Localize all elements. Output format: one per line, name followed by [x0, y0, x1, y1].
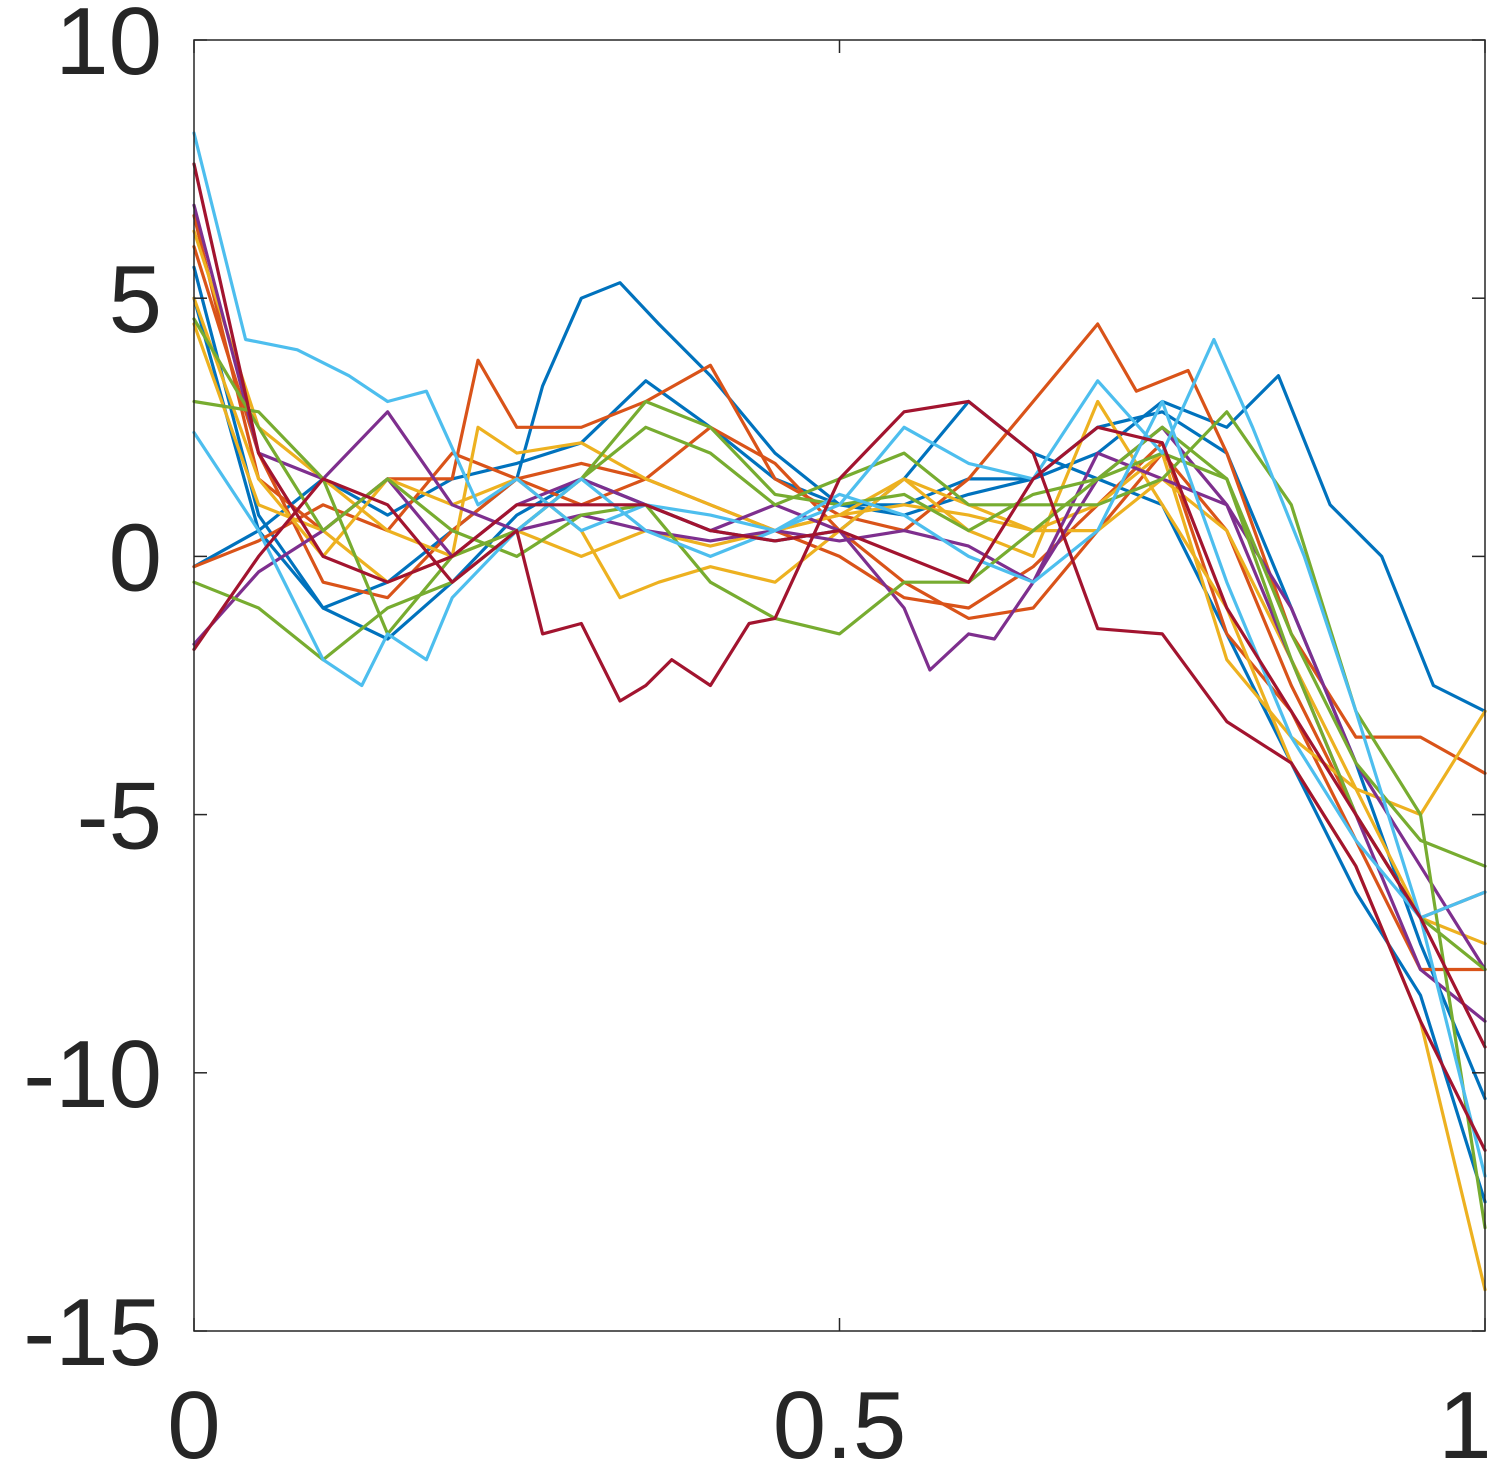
series-line-1	[192, 281, 1487, 713]
series-line-10	[192, 451, 1487, 1023]
x-tick-labels: 0 0.5 1	[167, 1372, 1491, 1469]
axes-box	[193, 39, 1486, 1332]
x-tick-label: 0	[167, 1372, 220, 1469]
y-tick-label: -15	[23, 1279, 162, 1386]
series-line-11	[192, 203, 1487, 972]
x-tick-label: 0.5	[773, 1372, 906, 1469]
series-layer	[192, 131, 1487, 1292]
y-tick-labels: -15 -10 -5 0 5 10	[23, 0, 162, 1386]
series-line-17	[192, 399, 1487, 1152]
series-line-15	[192, 131, 1487, 1178]
series-line-16	[192, 399, 1487, 920]
y-tick-label: -10	[23, 1021, 162, 1128]
series-line-18	[192, 162, 1487, 1049]
y-tick-label: 5	[109, 246, 162, 353]
series-line-13	[192, 317, 1487, 868]
series-line-7	[192, 296, 1487, 1292]
x-tick-label: 1	[1438, 1372, 1491, 1469]
y-tick-label: 0	[109, 504, 162, 611]
y-tick-label: -5	[77, 763, 162, 870]
y-tick-label: 10	[55, 0, 162, 95]
